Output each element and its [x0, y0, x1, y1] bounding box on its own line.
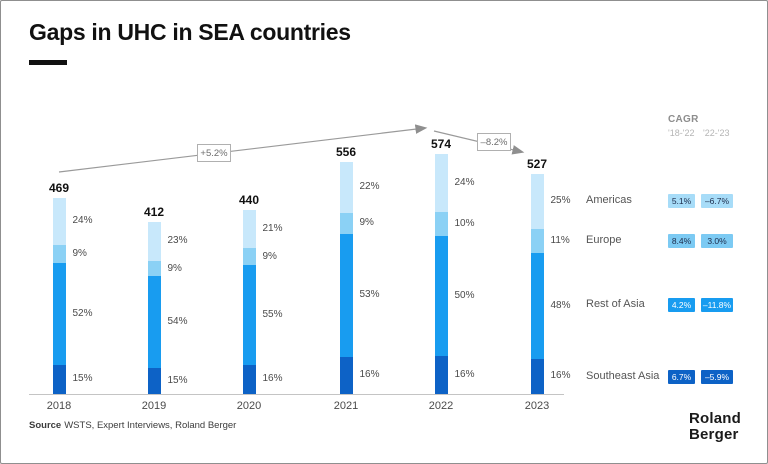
cagr-badge-22-23: –11.8%	[701, 298, 733, 312]
logo-line-2: Berger	[688, 426, 739, 444]
bar-segment-southeast-asia	[242, 364, 256, 394]
cagr-badge-18-22: 8.4%	[668, 234, 695, 248]
cagr-period-2: '22-'23	[703, 128, 730, 138]
bar-segment-rest-of-asia	[147, 276, 161, 369]
bar-segment-rest-of-asia	[339, 233, 353, 357]
bar-segment-pct-label: 54%	[167, 316, 188, 328]
bar-value-label: 469	[48, 180, 70, 195]
bar-segment-pct-label: 9%	[359, 217, 374, 229]
bar-segment-pct-label: 11%	[550, 234, 570, 246]
x-axis-tick-label: 2019	[141, 400, 167, 412]
bar-segment-pct-label: 9%	[167, 262, 182, 274]
logo-line-1: Roland	[688, 410, 741, 427]
bar-segment-southeast-asia	[147, 368, 161, 394]
bar-segment-europe	[52, 245, 66, 263]
bar-segment-pct-label: 9%	[72, 247, 87, 259]
bar-segment-americas	[434, 154, 448, 212]
bar-segment-pct-label: 16%	[262, 373, 283, 385]
cagr-badge-22-23: 3.0%	[701, 234, 733, 248]
bar-value-label: 574	[430, 137, 452, 152]
bar-segment-rest-of-asia	[434, 235, 448, 356]
bar-segment-southeast-asia	[434, 355, 448, 394]
bar-segment-pct-label: 21%	[262, 223, 283, 235]
x-axis	[29, 394, 564, 395]
legend-label-southeast-asia: Southeast Asia	[586, 370, 660, 382]
source-note: Source WSTS, Expert Interviews, Roland Be…	[29, 420, 236, 431]
bar-value-label: 440	[238, 193, 260, 208]
bar-value-label: 527	[526, 156, 548, 171]
cagr-badge-18-22: 6.7%	[668, 370, 695, 384]
bar-value-label: 412	[143, 204, 165, 219]
bar-segment-pct-label: 50%	[454, 289, 475, 301]
cagr-badge-18-22: 5.1%	[668, 194, 695, 208]
bar-segment-americas	[530, 173, 544, 229]
bar-segment-europe	[147, 261, 161, 277]
bar-segment-pct-label: 23%	[167, 235, 188, 247]
bar-segment-pct-label: 16%	[550, 370, 571, 382]
bar-segment-pct-label: 16%	[454, 368, 475, 380]
bar-segment-pct-label: 10%	[454, 217, 475, 229]
cagr-badge-22-23: –6.7%	[701, 194, 733, 208]
bar-segment-rest-of-asia	[530, 253, 544, 359]
bar-segment-americas	[339, 161, 353, 213]
legend-label-rest-of-asia: Rest of Asia	[586, 298, 645, 310]
bar-segment-pct-label: 15%	[167, 375, 188, 387]
bar-segment-pct-label: 24%	[72, 215, 93, 227]
bar-segment-pct-label: 53%	[359, 289, 380, 301]
bar-segment-pct-label: 48%	[550, 299, 571, 311]
bar-segment-europe	[530, 228, 544, 253]
source-label: Source	[29, 420, 62, 431]
bar-segment-southeast-asia	[339, 356, 353, 394]
x-axis-tick-label: 2021	[333, 400, 359, 412]
legend-label-europe: Europe	[586, 234, 622, 246]
bar-segment-pct-label: 15%	[72, 373, 93, 385]
bar-value-label: 556	[335, 144, 357, 159]
legend-label-americas: Americas	[586, 194, 632, 206]
x-axis-tick-label: 2020	[236, 400, 262, 412]
cagr-period-1: '18-'22	[668, 128, 695, 138]
source-text: WSTS, Expert Interviews, Roland Berger	[64, 420, 237, 431]
bar-segment-pct-label: 52%	[72, 307, 93, 319]
x-axis-tick-label: 2022	[428, 400, 454, 412]
rise-annotation: +5.2%	[197, 144, 231, 162]
bar-segment-southeast-asia	[530, 358, 544, 394]
x-axis-tick-label: 2023	[524, 400, 550, 412]
bar-segment-pct-label: 55%	[262, 308, 283, 320]
rise-arrow	[58, 124, 428, 173]
roland-berger-logo: Roland Berger	[688, 410, 741, 444]
bar-segment-rest-of-asia	[242, 264, 256, 365]
bar-segment-europe	[339, 212, 353, 234]
page-title: Gaps in UHC in SEA countries	[29, 19, 351, 45]
bar-segment-pct-label: 9%	[262, 250, 277, 262]
bar-segment-pct-label: 16%	[359, 369, 380, 381]
bar-segment-americas	[52, 197, 66, 245]
bar-segment-pct-label: 24%	[454, 176, 475, 188]
bar-segment-americas	[147, 221, 161, 261]
bar-segment-pct-label: 22%	[359, 181, 380, 193]
bar-segment-pct-label: 25%	[550, 195, 571, 207]
cagr-badge-18-22: 4.2%	[668, 298, 695, 312]
bar-segment-southeast-asia	[52, 364, 66, 394]
cagr-badge-22-23: –5.9%	[701, 370, 733, 384]
cagr-header: CAGR	[668, 114, 699, 125]
title-underline	[29, 60, 67, 65]
x-axis-tick-label: 2018	[46, 400, 72, 412]
fall-annotation: –8.2%	[477, 133, 511, 151]
bar-segment-rest-of-asia	[52, 262, 66, 365]
bar-segment-americas	[242, 210, 256, 249]
bar-segment-europe	[434, 211, 448, 236]
bar-segment-europe	[242, 248, 256, 265]
